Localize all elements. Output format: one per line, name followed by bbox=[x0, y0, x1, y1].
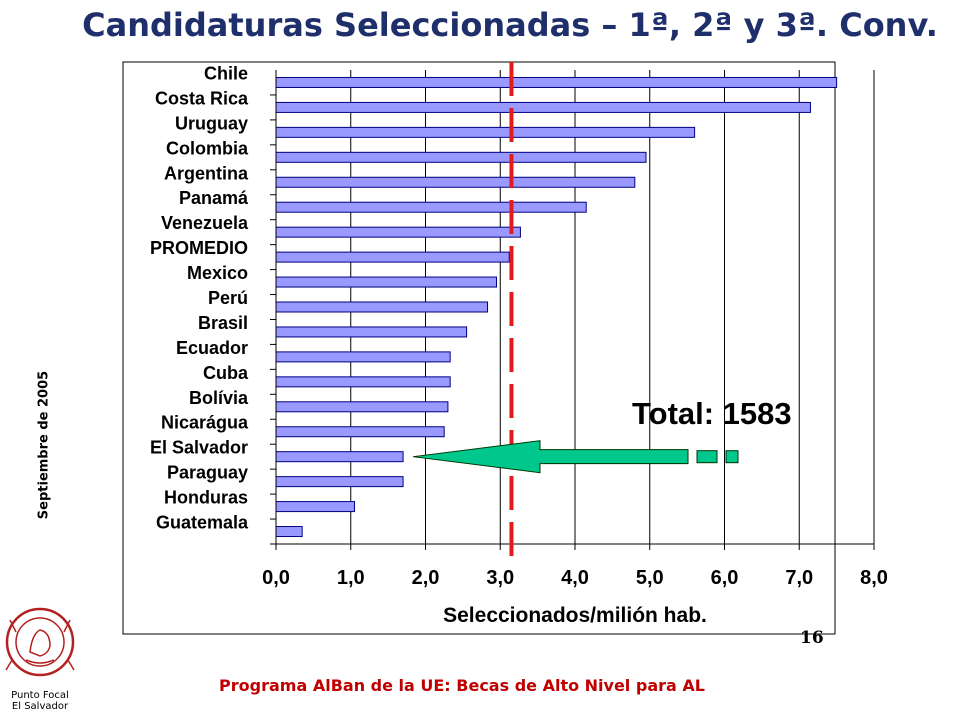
bar-uruguay bbox=[275, 126, 696, 138]
category-labels: Chile Costa Rica Uruguay Colombia Argentina P… bbox=[150, 63, 249, 532]
x-tick-label: 1,0 bbox=[337, 567, 365, 589]
category-label: PROMEDIO bbox=[150, 238, 248, 258]
category-label: Guatemala bbox=[156, 513, 249, 533]
category-label: El Salvador bbox=[150, 438, 248, 458]
bar-ecuador bbox=[275, 351, 451, 363]
bar-costa-rica bbox=[275, 101, 811, 113]
x-tick-label: 6,0 bbox=[711, 567, 739, 589]
bar-guatemala bbox=[275, 526, 303, 538]
x-tick-label: 5,0 bbox=[636, 567, 664, 589]
bar-chile bbox=[275, 76, 838, 88]
category-label: Uruguay bbox=[175, 113, 248, 133]
x-axis-label: Seleccionados/milión hab. bbox=[443, 604, 707, 627]
logo-caption-line2: El Salvador bbox=[11, 701, 69, 712]
bar-brasil bbox=[275, 326, 468, 338]
x-tick-label: 4,0 bbox=[561, 567, 589, 589]
category-label: Cuba bbox=[203, 363, 249, 383]
category-label: Ecuador bbox=[176, 338, 248, 358]
category-label: Chile bbox=[204, 63, 248, 83]
arrow-head-shaft bbox=[413, 440, 689, 474]
bar-nicarágua bbox=[275, 426, 445, 438]
x-tick-labels: 0,0 1,0 2,0 3,0 4,0 5,0 6,0 7,0 8,0 bbox=[262, 567, 888, 589]
logo: Punto Focal El Salvador bbox=[2, 600, 78, 712]
category-label: Venezuela bbox=[161, 213, 249, 233]
bar-argentina bbox=[275, 176, 636, 188]
bar-venezuela bbox=[275, 226, 521, 238]
highlight-arrow bbox=[413, 440, 739, 474]
category-label: Brasil bbox=[198, 313, 248, 333]
category-label: Nicarágua bbox=[161, 413, 249, 433]
category-label: Paraguay bbox=[167, 463, 248, 483]
page-number: 16 bbox=[800, 628, 824, 648]
category-label: Mexico bbox=[187, 263, 248, 283]
chart-frame bbox=[122, 61, 836, 635]
logo-caption-line1: Punto Focal bbox=[11, 690, 69, 701]
arrow-dash bbox=[696, 450, 718, 464]
bar-mexico bbox=[275, 276, 498, 288]
arrow-dash bbox=[725, 450, 739, 464]
x-tick-label: 8,0 bbox=[860, 567, 888, 589]
x-tick-label: 3,0 bbox=[486, 567, 514, 589]
bar-promedio bbox=[275, 251, 510, 263]
category-label: Panamá bbox=[179, 188, 249, 208]
bar-cuba bbox=[275, 376, 451, 388]
bar-el-salvador bbox=[275, 451, 404, 463]
x-tick-label: 0,0 bbox=[262, 567, 290, 589]
university-seal-icon bbox=[5, 607, 75, 677]
bar-honduras bbox=[275, 501, 355, 513]
category-label: Perú bbox=[208, 288, 248, 308]
x-tick-label: 7,0 bbox=[785, 567, 813, 589]
bar-perú bbox=[275, 301, 489, 313]
bar-bolívia bbox=[275, 401, 449, 413]
x-tick-label: 2,0 bbox=[412, 567, 440, 589]
category-label: Honduras bbox=[164, 488, 248, 508]
bar-colombia bbox=[275, 151, 647, 163]
category-label: Costa Rica bbox=[155, 88, 249, 108]
total-annotation: Total: 1583 bbox=[632, 396, 792, 431]
bars bbox=[270, 76, 838, 545]
category-label: Colombia bbox=[166, 138, 249, 158]
footer-program-text: Programa AlBan de la UE: Becas de Alto N… bbox=[219, 676, 705, 695]
bar-paraguay bbox=[275, 476, 404, 488]
category-label: Bolívia bbox=[189, 388, 249, 408]
category-label: Argentina bbox=[164, 163, 249, 183]
page-title: Candidaturas Seleccionadas – 1ª, 2ª y 3ª… bbox=[82, 6, 938, 44]
bar-panamá bbox=[275, 201, 587, 213]
